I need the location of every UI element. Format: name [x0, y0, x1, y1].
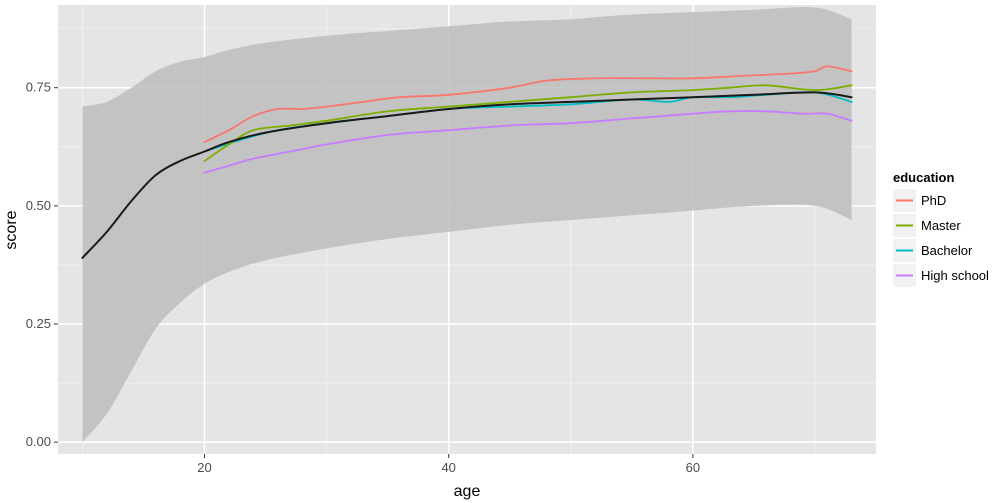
y-tick-label: 0.75	[26, 80, 51, 95]
legend: education PhD Master Bachelor High school	[893, 170, 989, 287]
y-tick-label: 0.50	[26, 198, 51, 213]
legend-label: High school	[921, 268, 989, 283]
x-tick-label: 40	[441, 460, 455, 475]
axes: 20 40 60 0.00 0.25 0.50 0.75	[26, 80, 700, 475]
legend-label: PhD	[921, 193, 946, 208]
x-tick-label: 20	[197, 460, 211, 475]
series-line-phd	[203, 65, 853, 143]
legend-title: education	[893, 170, 954, 185]
legend-label: Bachelor	[921, 243, 973, 258]
series-line-high-school	[203, 110, 853, 174]
series-line-master	[203, 84, 853, 162]
legend-label: Master	[921, 218, 961, 233]
x-tick-label: 60	[686, 460, 700, 475]
x-axis-title: age	[454, 483, 481, 500]
y-axis-title: score	[3, 210, 20, 249]
series-lines	[81, 65, 853, 259]
series-line-overall	[81, 91, 853, 259]
y-tick-label: 0.25	[26, 316, 51, 331]
y-tick-label: 0.00	[26, 434, 51, 449]
